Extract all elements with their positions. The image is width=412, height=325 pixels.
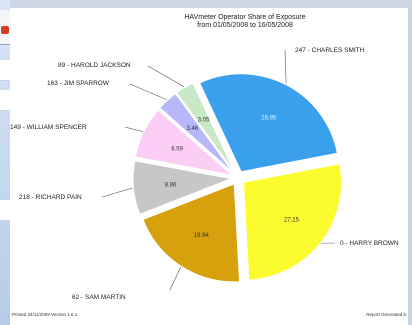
slice-category-label: 247 - CHARLES SMITH (295, 47, 365, 54)
pie-slice (242, 163, 342, 281)
app-sidebar-strip (0, 0, 10, 325)
page-top-border (10, 0, 412, 8)
slice-leader-line (129, 83, 167, 100)
slice-leader-line (124, 126, 143, 132)
pie-slice (159, 92, 234, 174)
pie-slice (142, 183, 241, 283)
app-field (0, 60, 10, 81)
slice-value-label: 19.94 (194, 233, 210, 239)
slice-value-label: 28.95 (261, 116, 277, 122)
pie-slice (132, 160, 233, 215)
slice-value-label: 3.46 (187, 126, 199, 132)
slice-category-label: 89 - HAROLD JACKSON (58, 62, 131, 69)
pie-slice (198, 73, 339, 173)
slice-category-label: 163 - JIM SPARROW (47, 80, 110, 87)
slice-category-label: 149 - WILLIAM SPENCER (10, 124, 87, 131)
slice-leader-line (147, 65, 185, 88)
slice-category-label: 218 - RICHARD PAIN (19, 194, 82, 201)
slice-value-label: 8.59 (171, 146, 183, 152)
page-right-edge (408, 8, 412, 325)
chart-subtitle: from 01/05/2008 to 16/05/2008 (197, 22, 293, 29)
slice-leader-line (101, 187, 133, 198)
slice-leader-line (169, 267, 181, 291)
pie-chart: 28.95 247 - CHARLES SMITH 27.15 0 - HARRY B… (10, 47, 399, 301)
slice-leader-line (284, 49, 287, 84)
slice-value-label: 3.05 (198, 118, 210, 124)
pie-slice (176, 82, 235, 173)
slice-category-label: 62 - SAM MARTIN (72, 294, 126, 301)
footer-printed: Printed 24/11/2009 Version 1.6.1 (12, 312, 78, 317)
slice-value-label: 8.86 (165, 182, 177, 188)
pie-slice (134, 109, 234, 176)
report-page: HAVmeter Operator Share of Exposure from… (10, 0, 412, 325)
slice-category-label: 0 - HARRY BROWN (340, 240, 399, 247)
chart-title-block: HAVmeter Operator Share of Exposure from… (160, 14, 330, 30)
app-tab[interactable] (0, 10, 10, 45)
slice-value-label: 27.15 (284, 218, 300, 224)
app-icon (1, 26, 9, 34)
chart-title: HAVmeter Operator Share of Exposure (184, 14, 306, 21)
footer-generated: Report Generated b (366, 312, 406, 317)
app-field (0, 200, 10, 221)
app-field (0, 90, 10, 111)
